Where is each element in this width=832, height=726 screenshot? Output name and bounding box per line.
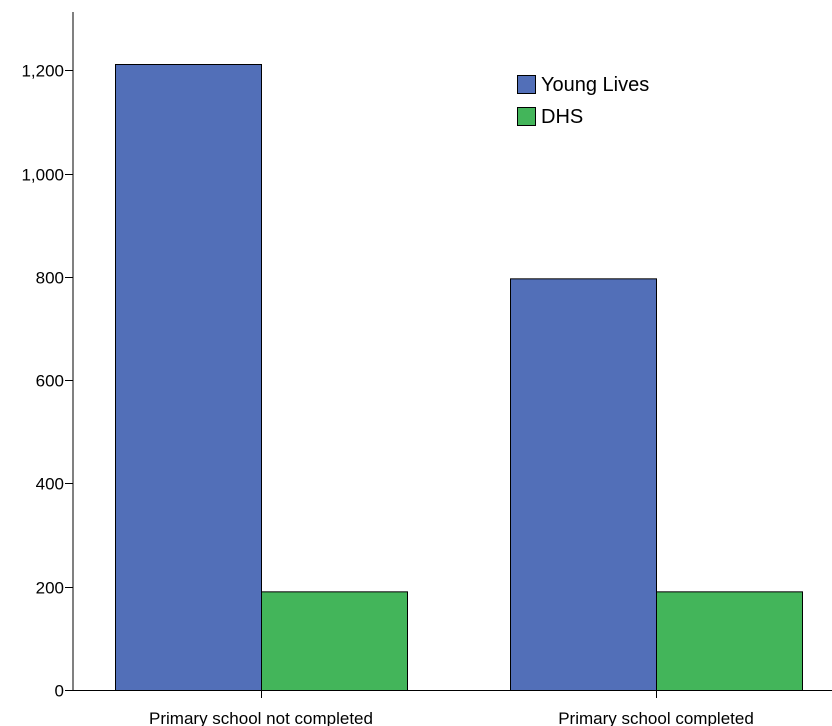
y-tick-label: 200 (36, 579, 64, 598)
legend-label: Young Lives (541, 74, 649, 96)
legend-label: DHS (541, 106, 583, 128)
y-tick-label: 1,200 (21, 62, 64, 81)
legend-swatch (517, 107, 536, 126)
x-tick-label: Primary school not completed (149, 709, 373, 726)
bar (656, 591, 803, 692)
y-tick-label: 400 (36, 475, 64, 494)
bar (261, 591, 408, 692)
y-tick-label: 0 (55, 682, 64, 701)
bars (115, 64, 803, 692)
legend-swatch (517, 75, 536, 94)
axes: 0 200 400 600 800 1,000 1,200 Primary school no… (21, 12, 832, 726)
y-tick-label: 800 (36, 269, 64, 288)
bar (115, 64, 262, 691)
legend: Young Lives DHS (517, 74, 649, 128)
y-tick-label: 1,000 (21, 166, 64, 185)
x-tick-label: Primary school completed (558, 709, 754, 726)
bar (510, 278, 657, 691)
y-tick-label: 600 (36, 372, 64, 391)
